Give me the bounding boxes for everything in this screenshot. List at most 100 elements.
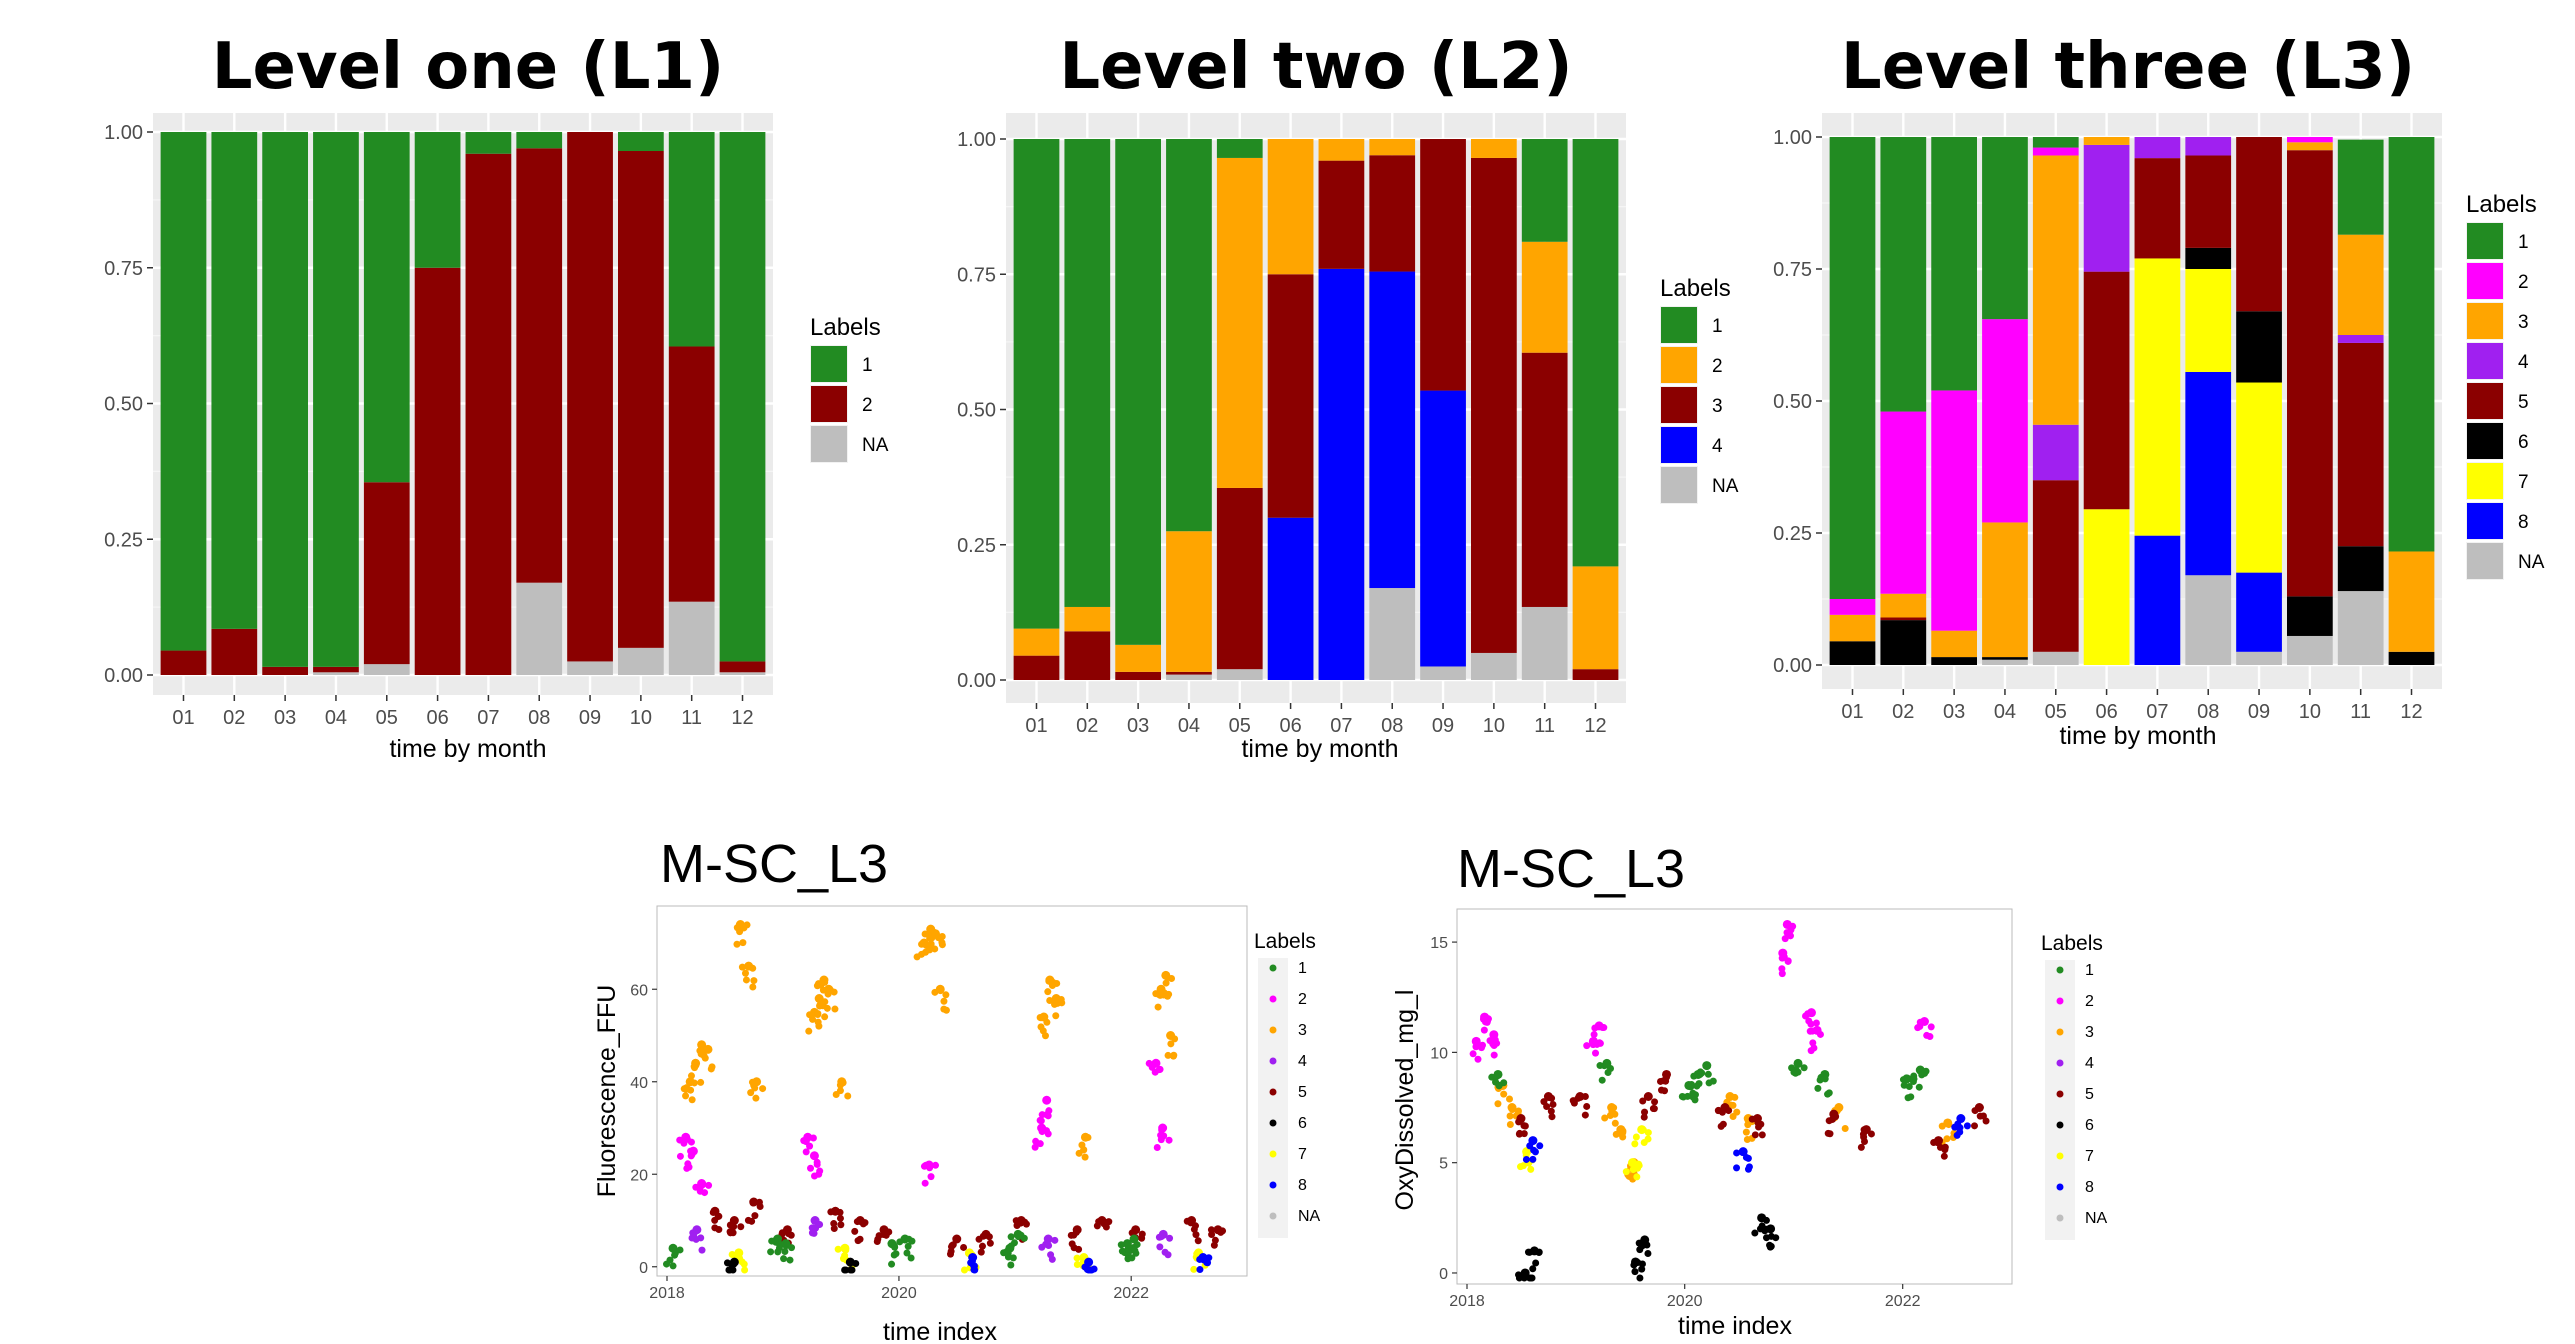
y-tick-label: 1.00 <box>104 122 143 144</box>
point-2 <box>705 1181 713 1189</box>
point-4 <box>1047 1251 1055 1259</box>
bar-NA-08 <box>1369 588 1416 680</box>
legend-label: 1 <box>1712 316 1723 337</box>
point-8 <box>1529 1155 1537 1163</box>
bar-2-02 <box>1064 606 1111 632</box>
point-5 <box>1093 1222 1101 1230</box>
point-3 <box>1041 1032 1049 1040</box>
point-5 <box>986 1239 994 1247</box>
point-2 <box>1474 1055 1482 1063</box>
point-5 <box>1971 1107 1979 1115</box>
bar-3-03 <box>1115 671 1161 680</box>
point-2 <box>1590 1031 1598 1039</box>
point-5 <box>1649 1105 1657 1113</box>
point-1 <box>1709 1077 1717 1085</box>
point-3 <box>733 924 741 932</box>
point-3 <box>749 964 757 972</box>
legend-label: 2 <box>862 395 873 416</box>
bar-1-04 <box>1982 137 2028 320</box>
bar-8-07 <box>2134 535 2181 665</box>
point-8 <box>1956 1124 1964 1132</box>
point-5 <box>737 1223 745 1231</box>
legend-label: 8 <box>2518 512 2529 533</box>
point-1 <box>1899 1076 1907 1084</box>
bar-2-11 <box>1521 241 1568 353</box>
legend-key-7 <box>2056 1152 2064 1160</box>
bar-NA-09 <box>567 661 613 675</box>
point-5 <box>1641 1108 1649 1116</box>
y-tick-label: 0.75 <box>957 264 996 286</box>
bar-2-01 <box>1829 599 1876 615</box>
point-8 <box>1531 1148 1539 1156</box>
bar-8-08 <box>2185 371 2232 576</box>
point-6 <box>1535 1249 1543 1257</box>
point-2 <box>932 1161 940 1169</box>
point-3 <box>1619 1129 1627 1137</box>
bar-NA-08 <box>2185 575 2232 665</box>
legend-key-4 <box>1661 427 1697 463</box>
point-3 <box>1043 1018 1051 1026</box>
point-7 <box>1622 1168 1630 1176</box>
point-2 <box>1596 1039 1604 1047</box>
legend-key-4 <box>2467 343 2503 379</box>
point-2 <box>1483 1018 1491 1026</box>
point-8 <box>1733 1149 1741 1157</box>
point-7 <box>1190 1265 1198 1273</box>
point-5 <box>744 1216 752 1224</box>
point-1 <box>905 1235 913 1243</box>
point-5 <box>1825 1117 1833 1125</box>
point-2 <box>1165 1136 1173 1144</box>
point-1 <box>1821 1075 1829 1083</box>
point-5 <box>726 1221 734 1229</box>
x-tick-label: 02 <box>223 707 245 729</box>
point-1 <box>1825 1089 1833 1097</box>
point-5 <box>1520 1130 1528 1138</box>
legend-key-6 <box>2467 423 2503 459</box>
point-1 <box>904 1242 912 1250</box>
legend-key-8 <box>2056 1183 2064 1191</box>
point-2 <box>1781 935 1789 943</box>
point-5 <box>1210 1241 1218 1249</box>
point-1 <box>1800 1064 1808 1072</box>
point-3 <box>1156 989 1164 997</box>
bar-2-12 <box>719 661 766 673</box>
point-2 <box>1032 1137 1040 1145</box>
point-3 <box>707 1065 715 1073</box>
x-tick-label: 11 <box>1534 715 1555 737</box>
legend-label: 5 <box>2518 392 2529 413</box>
bar-5-10 <box>2287 150 2333 597</box>
chart-title: M-SC_L3 <box>1457 839 1685 899</box>
bar-4-08 <box>1369 271 1416 589</box>
point-6 <box>1767 1232 1775 1240</box>
point-5 <box>1548 1113 1556 1121</box>
x-tick-label: 07 <box>2146 701 2168 723</box>
point-5 <box>1581 1093 1589 1101</box>
legend-key-2 <box>1269 995 1277 1003</box>
legend-label: 4 <box>1298 1053 1307 1070</box>
point-2 <box>1598 1024 1606 1032</box>
bar-2-04 <box>1166 531 1212 672</box>
point-3 <box>749 983 757 991</box>
bar-5-07 <box>2134 158 2181 259</box>
bar-NA-12 <box>719 672 766 675</box>
point-1 <box>1003 1248 1011 1256</box>
point-7 <box>834 1245 842 1253</box>
point-5 <box>1219 1227 1227 1235</box>
point-1 <box>774 1248 782 1256</box>
bar-NA-09 <box>2236 651 2282 665</box>
x-axis-title: time index <box>883 1318 997 1344</box>
point-7 <box>1073 1260 1081 1268</box>
bar-1-06 <box>414 132 461 268</box>
bar-chart-3: Level three (L3) 0.00 0.25 0.50 0.75 1.00 01 02… <box>1773 30 2545 750</box>
point-2 <box>1807 1010 1815 1018</box>
point-3 <box>1508 1106 1516 1114</box>
legend-key-2 <box>2467 263 2503 299</box>
point-1 <box>767 1248 775 1256</box>
point-3 <box>1046 996 1054 1004</box>
point-2 <box>1155 1066 1163 1074</box>
bar-3-11 <box>1521 352 1568 607</box>
bar-3-10 <box>1471 157 1517 653</box>
point-1 <box>1910 1075 1918 1083</box>
x-tick-label: 07 <box>477 707 499 729</box>
